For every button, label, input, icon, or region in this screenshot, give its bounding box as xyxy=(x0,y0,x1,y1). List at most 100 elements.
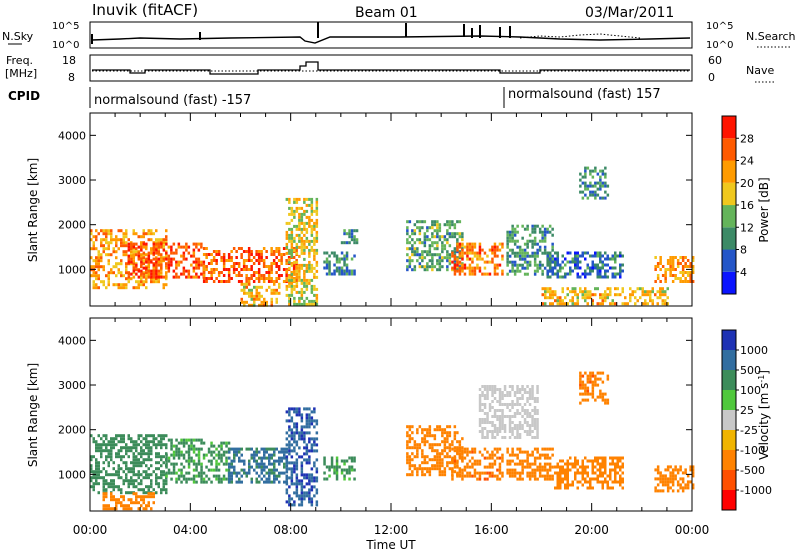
velocity-cell xyxy=(150,458,153,462)
power-cell xyxy=(202,274,206,277)
power-cell xyxy=(292,256,296,259)
velocity-cell xyxy=(451,474,454,478)
power-cell xyxy=(288,293,291,297)
velocity-cell xyxy=(202,453,206,457)
power-cell xyxy=(476,257,479,261)
power-cell xyxy=(408,247,412,251)
velocity-cell xyxy=(516,397,519,400)
velocity-cell xyxy=(305,422,309,426)
velocity-cell xyxy=(220,447,223,451)
velocity-cell xyxy=(443,431,447,435)
velocity-cell xyxy=(443,467,447,471)
power-cell xyxy=(240,280,243,283)
power-cell xyxy=(308,266,311,270)
power-cell xyxy=(436,247,439,251)
velocity-cell xyxy=(200,465,203,469)
power-cell xyxy=(107,277,110,281)
velocity-cell xyxy=(295,479,299,483)
power-cell xyxy=(416,259,419,263)
power-cell xyxy=(170,257,173,261)
power-cell xyxy=(506,254,509,258)
power-cell xyxy=(576,275,579,279)
power-cell xyxy=(210,268,213,271)
power-cell xyxy=(90,229,93,233)
velocity-cell xyxy=(263,468,266,472)
power-cell xyxy=(122,253,125,257)
velocity-cell xyxy=(433,428,437,432)
power-colorbar-swatch xyxy=(722,116,736,139)
power-cell xyxy=(97,256,100,260)
power-cell xyxy=(300,218,304,222)
power-cell xyxy=(423,238,427,242)
velocity-cell xyxy=(300,461,304,465)
power-cell xyxy=(195,245,198,249)
velocity-cell xyxy=(172,465,176,469)
power-cell xyxy=(288,248,291,252)
velocity-cell xyxy=(411,431,414,435)
power-cell xyxy=(313,302,316,306)
velocity-cell xyxy=(521,424,524,427)
velocity-cell xyxy=(461,452,464,456)
velocity-cell xyxy=(536,456,539,460)
velocity-cell xyxy=(273,480,276,484)
velocity-cell xyxy=(491,391,494,394)
power-region-12 xyxy=(541,287,669,306)
velocity-colorbar-label: -100 xyxy=(740,444,765,457)
power-cell xyxy=(461,235,464,239)
velocity-cell xyxy=(105,443,108,447)
velocity-cell xyxy=(486,421,489,424)
velocity-cell xyxy=(516,453,519,457)
power-cell xyxy=(348,241,351,245)
power-cell xyxy=(315,197,319,201)
velocity-cell xyxy=(290,416,294,420)
power-cell xyxy=(554,299,557,303)
power-cell xyxy=(421,253,424,257)
velocity-cell xyxy=(666,480,670,484)
velocity-cell xyxy=(498,403,502,406)
power-cell xyxy=(303,257,306,261)
velocity-cell xyxy=(97,491,100,495)
velocity-cell xyxy=(468,471,472,475)
power-cell xyxy=(586,263,589,267)
velocity-cell xyxy=(295,425,299,429)
velocity-cell xyxy=(548,462,552,466)
velocity-cell xyxy=(298,413,301,417)
power-cell xyxy=(589,254,592,258)
velocity-cell xyxy=(263,480,266,484)
velocity-cell xyxy=(421,428,424,432)
velocity-cell xyxy=(561,477,564,481)
velocity-cell xyxy=(288,443,291,447)
velocity-cell xyxy=(548,474,552,478)
velocity-cell xyxy=(676,489,680,493)
power-cell xyxy=(152,245,156,249)
velocity-cell xyxy=(591,395,595,399)
power-cell xyxy=(516,239,519,243)
power-cell xyxy=(516,263,519,267)
power-cell xyxy=(132,242,136,246)
power-cell xyxy=(666,302,669,306)
power-cell xyxy=(549,296,552,300)
velocity-cell xyxy=(518,412,522,415)
power-cell xyxy=(491,257,494,261)
velocity-cell xyxy=(579,392,582,396)
power-cell xyxy=(267,280,271,283)
power-cell xyxy=(155,266,158,270)
velocity-cell xyxy=(105,458,108,462)
power-cell xyxy=(551,293,554,297)
velocity-cell xyxy=(125,443,128,447)
velocity-cell xyxy=(230,477,233,481)
velocity-cell xyxy=(192,447,196,451)
power-colorbar-swatch xyxy=(722,227,736,250)
power-cell xyxy=(315,299,319,303)
power-cell xyxy=(684,271,687,274)
power-cell xyxy=(298,236,301,240)
power-cell xyxy=(609,266,612,270)
velocity-cell xyxy=(561,465,564,469)
velocity-cell xyxy=(330,459,334,463)
velocity-cell xyxy=(280,456,283,460)
power-cell xyxy=(137,269,141,273)
velocity-cell xyxy=(228,462,231,466)
power-cell xyxy=(147,272,151,276)
power-cell xyxy=(549,287,552,291)
freq-trace xyxy=(92,61,690,75)
